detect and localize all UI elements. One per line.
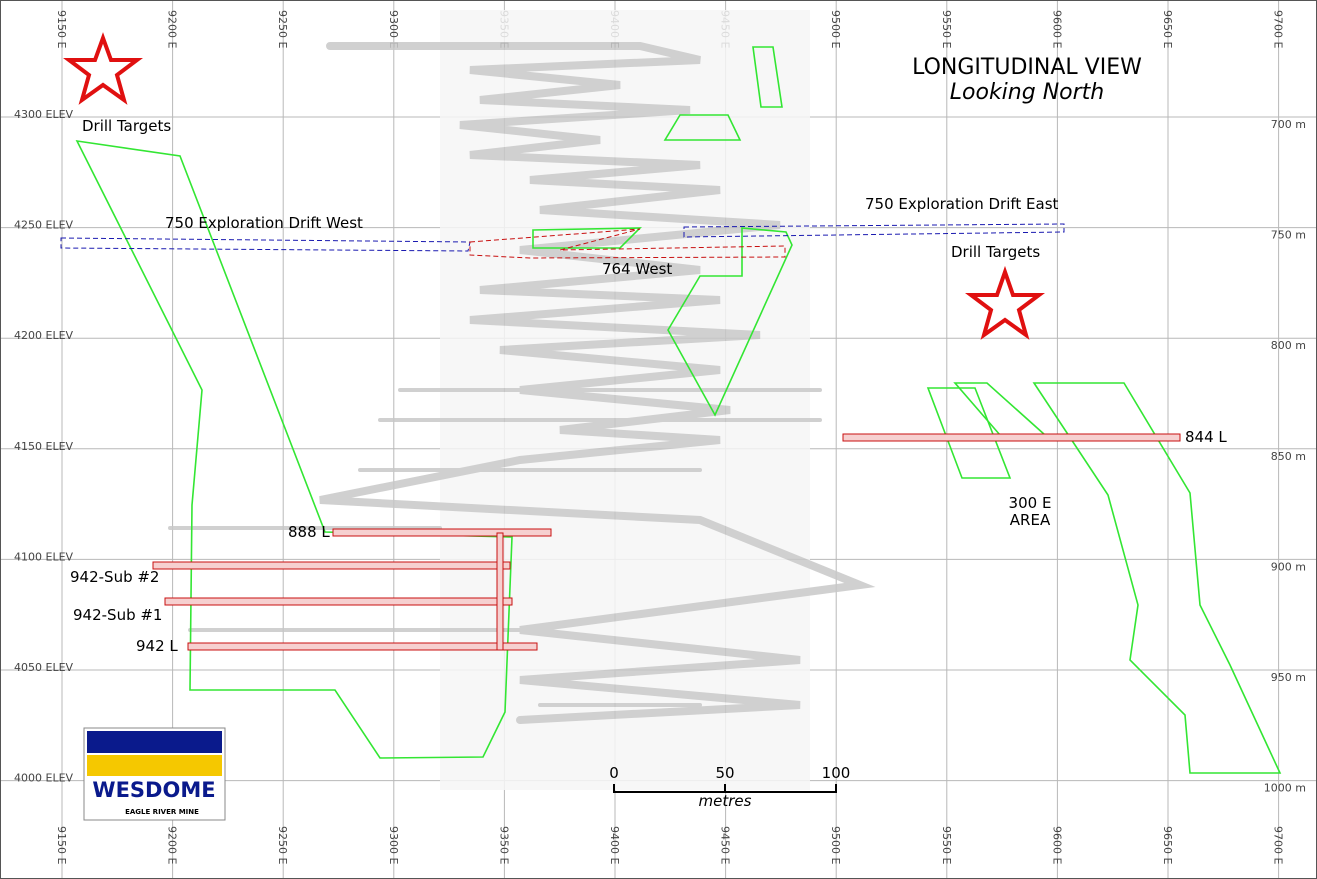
zone	[752, 46, 783, 108]
star	[63, 32, 143, 105]
elevation-label: 4200 ELEV	[14, 329, 74, 342]
level-drift	[187, 642, 538, 651]
easting-label: 9600 E	[1050, 10, 1063, 48]
depth-label: 700 m	[1271, 118, 1306, 131]
annotation: 750 Exploration Drift East	[865, 195, 1059, 213]
zone	[1032, 382, 1282, 774]
easting-label: 9250 E	[276, 10, 289, 48]
elevation-label: 4050 ELEV	[14, 661, 74, 674]
annotation: 888 L	[288, 523, 330, 541]
elevation-label: 4300 ELEV	[14, 108, 74, 121]
easting-label: 9550 E	[940, 10, 953, 48]
scale-tick: 50	[715, 764, 734, 782]
annotation: Drill Targets	[82, 117, 171, 135]
elevation-label: 4150 ELEV	[14, 440, 74, 453]
level-drift	[842, 433, 1181, 442]
easting-label: 9650 E	[1161, 10, 1174, 48]
easting-label: 9450 E	[719, 826, 732, 864]
depth-label: 900 m	[1271, 560, 1306, 573]
depth-label: 1000 m	[1264, 782, 1306, 795]
easting-label: 9700 E	[1272, 10, 1285, 48]
scale-line	[613, 784, 837, 793]
logo-mine: EAGLE RIVER MINE	[125, 808, 199, 816]
easting-label: 9150 E	[55, 826, 68, 864]
easting-label: 9500 E	[829, 826, 842, 864]
logo-name: WESDOME	[92, 778, 215, 802]
easting-label: 9350 E	[497, 826, 510, 864]
annotation: 942-Sub #1	[73, 606, 162, 624]
depth-label: 750 m	[1271, 229, 1306, 242]
scale-bar: 0 50 100 metres	[609, 764, 850, 810]
annotation: Drill Targets	[951, 243, 1040, 261]
ramp	[319, 42, 876, 724]
easting-label: 9300 E	[387, 10, 400, 48]
annotation: 942-Sub #2	[70, 568, 159, 586]
level-drift	[164, 597, 513, 606]
easting-label: 9200 E	[166, 10, 179, 48]
annotation: 764 West	[602, 260, 672, 278]
easting-label: 9150 E	[55, 10, 68, 48]
annotation: 750 Exploration Drift West	[165, 214, 363, 232]
depth-label: 950 m	[1271, 671, 1306, 684]
title: LONGITUDINAL VIEW	[912, 55, 1142, 80]
depth-label: 850 m	[1271, 450, 1306, 463]
elevation-label: 4000 ELEV	[14, 772, 74, 785]
scale-tick: 100	[822, 764, 851, 782]
easting-label: 9650 E	[1161, 826, 1174, 864]
scale-tick: 0	[609, 764, 619, 782]
exploration-drift	[683, 223, 1065, 238]
easting-label: 9400 E	[608, 826, 621, 864]
annotation: AREA	[1010, 511, 1051, 529]
easting-label: 9550 E	[940, 826, 953, 864]
zone	[75, 139, 513, 759]
elevation-label: 4100 ELEV	[14, 550, 74, 563]
zone	[532, 227, 642, 249]
workings	[168, 10, 876, 790]
level-drift	[332, 528, 552, 537]
drifts	[60, 223, 1181, 651]
scale-unit: metres	[699, 792, 752, 810]
zone	[667, 227, 793, 417]
star	[965, 265, 1045, 340]
depth-label: 800 m	[1271, 339, 1306, 352]
level-drift	[152, 561, 511, 570]
raise	[496, 532, 504, 651]
annotation: 300 E	[1009, 494, 1052, 512]
easting-label: 9200 E	[166, 826, 179, 864]
easting-label: 9500 E	[829, 10, 842, 48]
zones	[75, 46, 1282, 774]
drift-764	[469, 228, 786, 259]
logo-band	[87, 731, 222, 753]
easting-label: 9250 E	[276, 826, 289, 864]
annotation: 942 L	[136, 637, 178, 655]
annotation: 844 L	[1185, 428, 1227, 446]
easting-label: 9300 E	[387, 826, 400, 864]
levels	[168, 388, 822, 707]
subtitle: Looking North	[950, 80, 1104, 105]
zone	[663, 114, 742, 141]
logo: WESDOME EAGLE RIVER MINE	[83, 727, 226, 821]
logo-band	[87, 755, 222, 776]
easting-label: 9700 E	[1272, 826, 1285, 864]
elevation-label: 4250 ELEV	[14, 219, 74, 232]
exploration-drift	[60, 237, 471, 252]
easting-label: 9600 E	[1050, 826, 1063, 864]
